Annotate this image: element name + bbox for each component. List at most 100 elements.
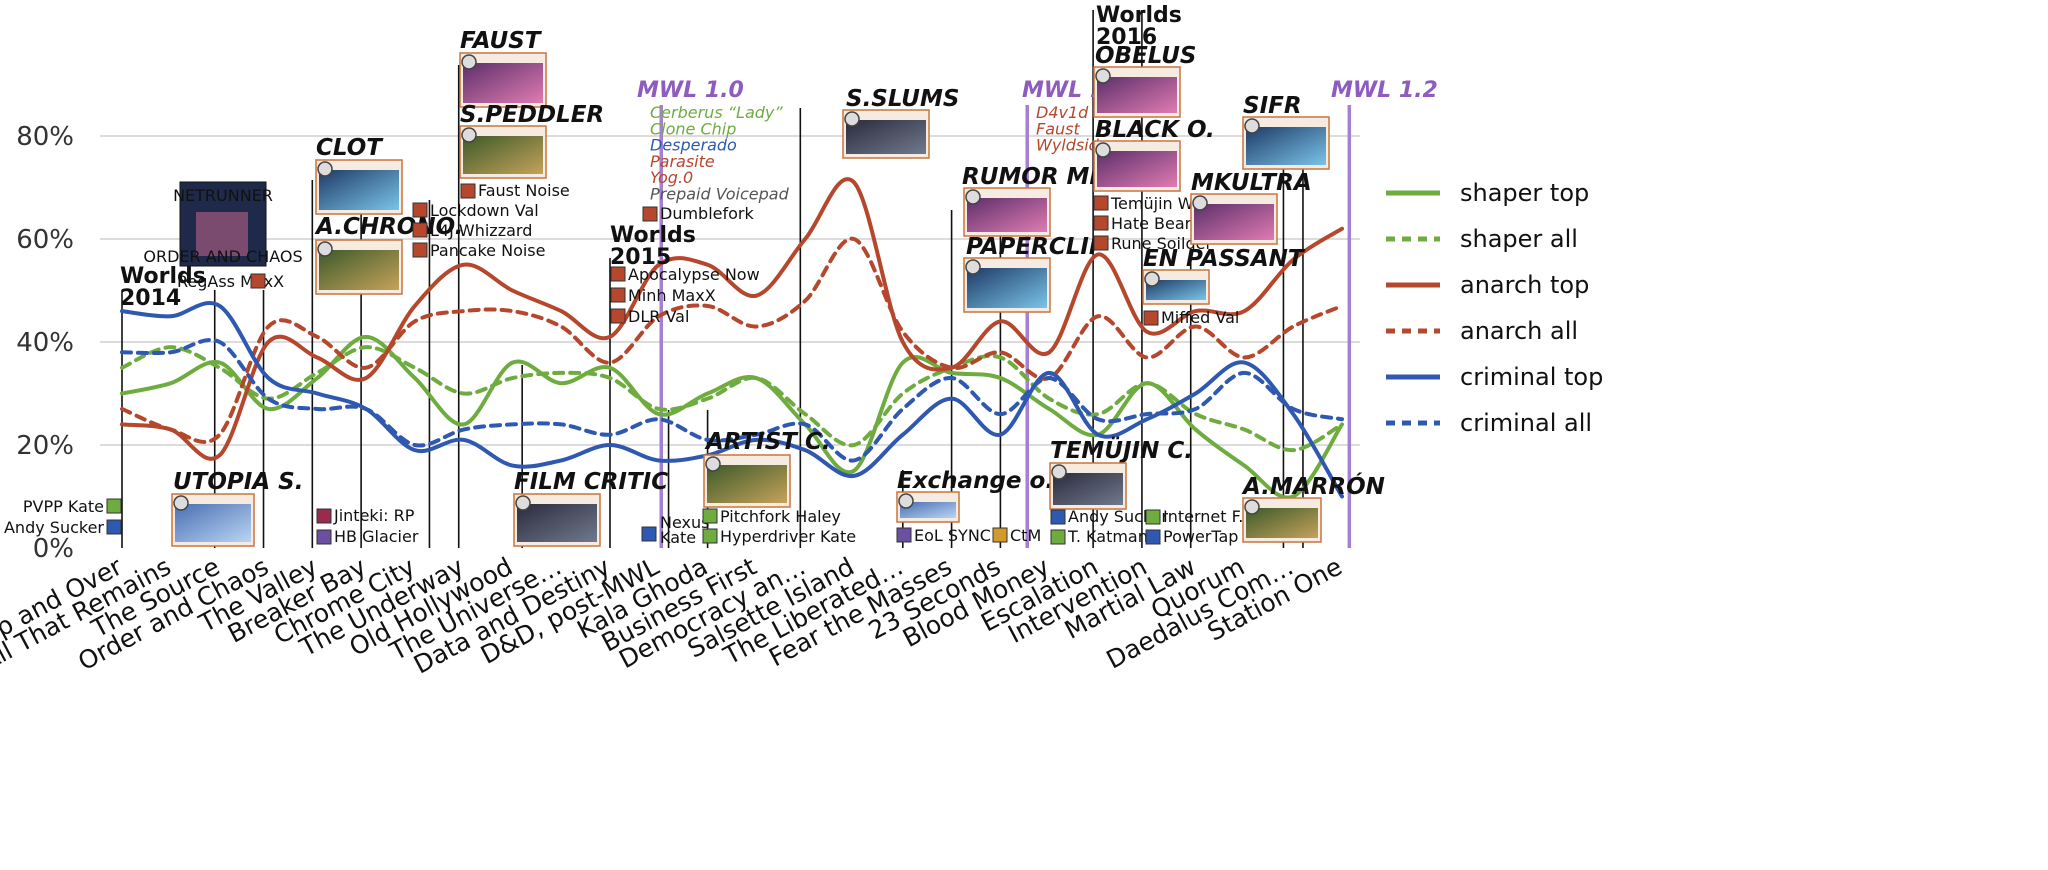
faction-id-icon [106,498,122,514]
y-tick-label: 40% [16,328,74,358]
annotation-title: A.MARRÓN [1241,472,1385,500]
annotation-item: Faust Noise [478,181,570,200]
legend-label: shaper all [1460,225,1578,253]
worlds-label: Worlds [120,264,206,289]
faction-id-icon [1143,310,1159,326]
mkultra-card-art [1190,193,1278,245]
annotation-item: DLR Val [628,307,689,326]
annotation-title: MKULTRA [1191,170,1312,196]
annotation-item: Rune Soilder [1111,234,1212,253]
mwl-card-name: Parasite [650,152,715,171]
y-tick-label: 0% [33,534,74,564]
annotation-item: Apocalypse Now [628,265,760,284]
chart-legend: shaper top shaper all anarch top anarch all… [1386,179,1603,437]
annotation-item: Andy Sucker [1068,507,1168,526]
faction-id-icon [610,308,626,324]
annotation-item: Pancake Noise [430,241,545,260]
paperclip-card-art [963,257,1051,313]
annotation-title: SIFR [1243,93,1302,119]
grid-layer [100,135,1360,446]
annotation-item: Pitchfork Haley [720,507,841,526]
legend-label: anarch top [1460,271,1589,299]
annotation-item: EoL SYNC [914,526,991,545]
faction-id-icon [1093,195,1109,211]
annotation-item: Andy Sucker [4,518,104,537]
annotation-item: RegAss MaxX [177,272,284,291]
faction-id-icon [702,508,718,524]
worlds-year: 2015 [610,245,671,270]
annotation-title: TEMÜJIN C. [1050,436,1193,464]
exchange-card-art [896,491,960,523]
worlds-word: Worlds [610,223,696,248]
faction-id-icon [1145,529,1161,545]
legend-label: shaper top [1460,179,1589,207]
y-tick-label: 20% [16,431,74,461]
mwl-card-name: Faust [1036,119,1080,138]
y-tick-label: 60% [16,225,74,255]
annotation-item: Internet F. [1163,507,1243,526]
annotation-item: Nexus [660,513,709,532]
faction-id-icon [250,273,266,289]
annotation-item: PowerTap A. [1163,527,1259,546]
annotation-item: CtM [1010,526,1041,545]
faction-id-icon [1093,235,1109,251]
mwl-card-name: D4v1d [1036,103,1089,122]
artistc-card-art [703,454,791,508]
series-line-criminal-all [120,338,1344,463]
worlds-label: Worlds [1096,3,1182,28]
annotation-title: OBELUS [1095,43,1196,69]
clot-card-art [315,159,403,215]
utopia-card-art [171,493,255,547]
annotation-item: Temüjin W. [1110,194,1197,213]
annotation-title: UTOPIA S. [173,469,303,495]
faction-id-icon [992,527,1008,543]
annotation-title: A.CHRONO. [314,214,463,240]
worlds-year: 2014 [120,286,181,311]
amarron-card-art [1242,497,1322,543]
annotation-title: FAUST [460,28,543,54]
faction-id-icon [702,528,718,544]
faction-id-icon [412,202,428,218]
annotation-title: BLACK O. [1095,117,1215,143]
mwl-card-name: Prepaid Voicepad [650,185,790,204]
faction-id-icon [460,183,476,199]
mwl-card-name: Yog.0 [650,168,693,187]
faction-id-icon [106,519,122,535]
worlds-label: Worlds [610,223,696,248]
worlds-word: Worlds [1096,3,1182,28]
faction-id-icon [610,266,626,282]
annotation-item: Kate [660,528,696,547]
annotation-title: PAPERCLIP [966,234,1106,260]
annotation-item: Hate Bear [1111,214,1192,233]
annotation-item: Minh MaxX [628,286,716,305]
worlds-word: Worlds [120,264,206,289]
mwl-card-name: Clone Chip [650,119,736,138]
faction-id-icon [641,526,657,542]
series-line-criminal-top [120,301,1344,499]
y-tick-label: 80% [16,122,74,152]
annotation-title: S.PEDDLER [460,102,604,128]
speddler-card-art [459,125,547,179]
faction-id-icon [642,206,658,222]
obelus-card-art [1093,66,1181,118]
series-line-anarch-top [120,177,1344,461]
mwl-title: MWL 1.0 [637,78,744,103]
faction-id-icon [1093,215,1109,231]
mwl-title: MWL 1.2 [1331,78,1438,103]
annotation-item: L4J Whizzard [430,221,532,240]
legend-label: anarch all [1460,317,1578,345]
mwl-card-name: Wyldside [1036,136,1109,155]
faction-id-icon [1050,509,1066,525]
faction-id-icon [412,242,428,258]
faction-id-icon [412,222,428,238]
annotation-title: S.SLUMS [846,86,959,112]
annotation-item: Lockdown Val [430,201,539,220]
achrono-card-art [315,239,403,295]
rumormill-card-art [963,187,1051,237]
temujinc-card-art [1049,462,1127,510]
filmcritic-card-art [513,493,601,547]
netrunner-box-art: NETRUNNER ORDER AND CHAOS [143,181,303,267]
annotation-title: EN PASSANT [1143,246,1306,272]
